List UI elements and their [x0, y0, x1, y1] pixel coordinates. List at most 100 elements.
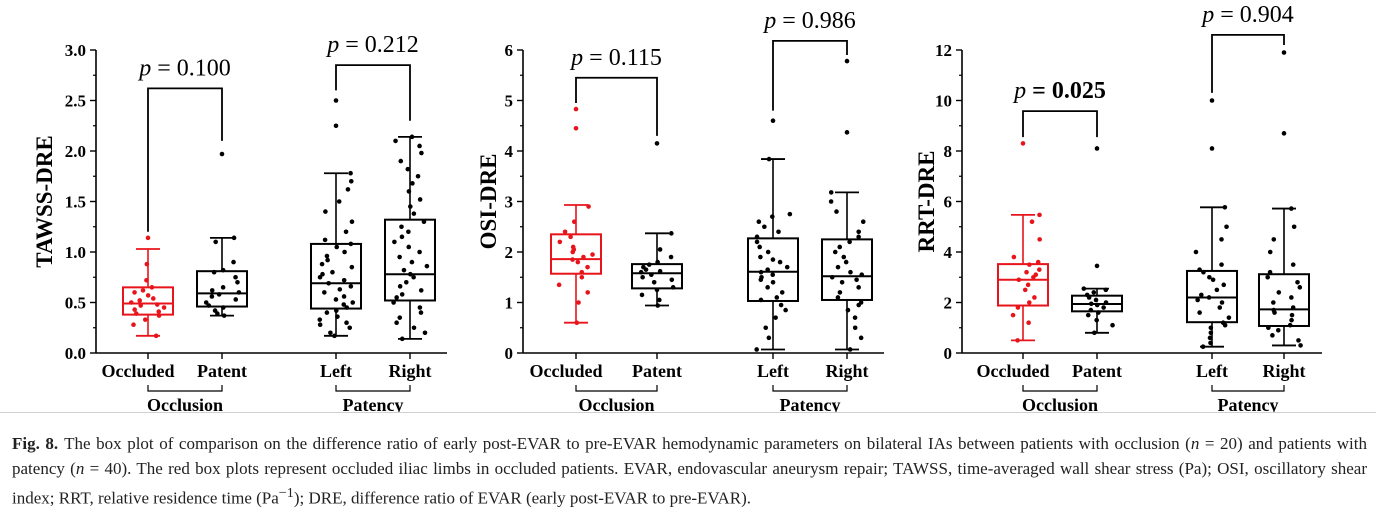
data-point: [1084, 292, 1090, 298]
data-point: [399, 292, 405, 297]
data-point: [408, 204, 413, 209]
data-point: [1010, 312, 1016, 318]
data-point: [858, 335, 864, 341]
data-point: [1015, 305, 1021, 310]
outlier-point: [1020, 141, 1026, 146]
y-tick-label: 3.0: [65, 41, 86, 60]
box-iqr: [631, 263, 683, 290]
data-point: [1011, 254, 1017, 260]
figure-caption: Fig. 8. The box plot of comparison on the…: [12, 432, 1367, 511]
box-iqr: [550, 233, 602, 275]
data-point: [392, 239, 397, 245]
data-point: [328, 330, 333, 336]
y-tick-label: 1.0: [65, 243, 86, 262]
data-point: [131, 322, 136, 328]
y-tick-label: 4: [505, 142, 514, 161]
data-point: [344, 305, 350, 310]
data-point: [757, 244, 762, 250]
data-point: [570, 244, 576, 250]
data-point: [317, 317, 323, 322]
outlier-point: [654, 141, 660, 146]
data-point: [828, 190, 834, 195]
data-point: [651, 280, 657, 285]
data-point: [408, 271, 413, 277]
data-point: [829, 274, 835, 280]
data-point: [852, 325, 858, 331]
data-point: [847, 347, 853, 352]
data-point: [337, 287, 343, 292]
data-point: [758, 254, 763, 260]
data-point: [581, 254, 586, 260]
data-point: [216, 292, 222, 297]
data-point: [231, 235, 237, 241]
data-point: [144, 261, 150, 267]
data-point: [1219, 300, 1225, 305]
data-point: [1092, 330, 1097, 336]
y-tick-label: 10: [935, 92, 952, 111]
data-point: [1199, 292, 1204, 298]
data-point: [657, 297, 662, 303]
data-point: [341, 277, 347, 283]
data-point: [776, 229, 781, 235]
y-tick-label: 2: [505, 243, 514, 262]
data-point: [670, 285, 676, 290]
box-iqr: [997, 263, 1049, 307]
p-value-bracket: [147, 87, 223, 232]
data-point: [142, 317, 148, 322]
data-point: [347, 325, 353, 331]
data-point: [766, 335, 772, 341]
data-point: [568, 234, 573, 240]
data-point: [843, 259, 849, 265]
data-point: [1016, 277, 1022, 283]
data-point: [1026, 320, 1031, 326]
data-point: [834, 209, 839, 214]
data-point: [319, 261, 325, 267]
data-point: [213, 239, 218, 245]
data-point: [765, 285, 770, 290]
data-point: [156, 309, 162, 314]
group-label: Occlusion: [1022, 395, 1098, 412]
data-point: [1275, 327, 1281, 333]
data-point: [349, 264, 355, 270]
data-point: [1276, 290, 1282, 295]
data-point: [769, 214, 775, 219]
y-axis-label: OSI-DRE: [476, 154, 501, 250]
data-point: [1094, 302, 1100, 308]
data-point: [320, 271, 325, 277]
data-point: [655, 303, 661, 308]
y-tick-label: 3: [505, 193, 514, 212]
data-point: [557, 239, 563, 245]
caption-text-2: = 20) and patients with patency (: [12, 434, 1367, 478]
chart-panel-3: 0 2 4 6 8 10 12 RRT-DRE Occluded Patent Left Right O…: [914, 2, 1322, 412]
data-point: [326, 281, 331, 286]
caption-text-4: ); DRE, difference ratio of EVAR (early …: [293, 488, 752, 508]
data-point: [778, 302, 784, 308]
data-point: [203, 300, 209, 305]
group-bracket: [147, 385, 223, 392]
data-point: [763, 325, 769, 331]
data-point: [641, 264, 646, 270]
data-point: [348, 241, 354, 247]
data-point: [835, 295, 841, 300]
x-tick-label: Right: [1262, 361, 1305, 381]
y-tick-label: 0: [944, 344, 953, 363]
chart-panel-1: 0.0 0.5 1.0 1.5 2.0 2.5 3.0 TAWSS-DRE Occluded Pa…: [32, 32, 447, 412]
data-point: [1096, 310, 1101, 315]
outlier-point: [573, 106, 579, 112]
x-tick-label: Occluded: [101, 361, 174, 381]
data-point: [1219, 237, 1224, 242]
data-point: [854, 277, 859, 283]
data-point: [236, 290, 242, 295]
data-point: [657, 247, 663, 252]
data-point: [1088, 301, 1094, 307]
data-point: [393, 138, 398, 144]
data-point: [138, 303, 144, 308]
data-point: [1267, 269, 1273, 275]
data-point: [640, 274, 645, 280]
data-point: [332, 333, 337, 339]
data-point: [1029, 219, 1035, 224]
outlier-point: [1281, 50, 1287, 55]
data-point: [845, 307, 851, 313]
caption-text-3: = 40). The red box plots represent occlu…: [12, 458, 1367, 508]
data-point: [1289, 312, 1295, 318]
